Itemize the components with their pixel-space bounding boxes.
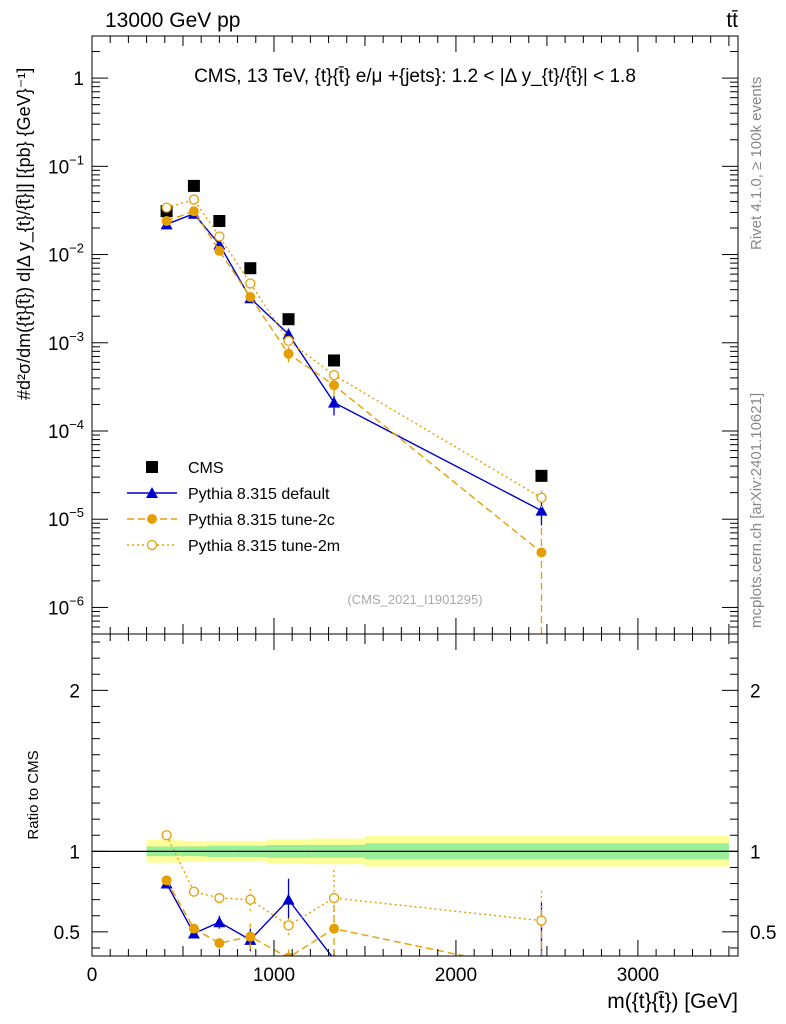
rivet-version-label: Rivet 4.1.0, ≥ 100k events — [748, 77, 765, 250]
ratio-series — [160, 830, 547, 977]
legend-marker — [146, 461, 158, 473]
ratio-y-tick-label: 2 — [69, 681, 80, 702]
ratio-panel: 0.5 0.5 1 1 2 2 0 1000 2000 3000 Ratio to CMS m({… — [25, 633, 776, 1013]
data-point — [245, 292, 256, 303]
legend-label: Pythia 8.315 default — [188, 486, 330, 503]
x-tick-label: 2000 — [435, 965, 477, 986]
ratio-point — [283, 920, 294, 931]
ratio-axis-ticks: 0.5 0.5 1 1 2 2 0 1000 2000 3000 — [54, 634, 776, 986]
ratio-point — [188, 923, 199, 934]
data-point — [187, 179, 200, 192]
ratio-frame — [91, 633, 739, 957]
data-point — [188, 194, 200, 205]
ratio-y-axis-label: Ratio to CMS — [25, 750, 42, 839]
data-point — [161, 202, 172, 213]
legend-marker — [147, 514, 157, 524]
ratio-series-pythia-8-315-tune-2c — [161, 875, 546, 977]
ratio-y-tick-label-right: 1 — [750, 842, 761, 863]
data-point — [328, 396, 341, 408]
y-tick-label: 10−3 — [48, 329, 84, 355]
legend-entry: Pythia 8.315 tune-2m — [127, 538, 340, 555]
series-pythia-8-315-tune-2c — [161, 206, 547, 634]
legend-entry: Pythia 8.315 tune-2c — [127, 512, 335, 529]
ratio-series-pythia-8-315-tune-2m — [161, 830, 547, 953]
ratio-point — [328, 892, 340, 904]
main-panel: 1 10−1 10−2 10−3 10−4 10−5 10−6 CMS, 13 TeV, {… — [14, 35, 739, 635]
data-point — [161, 215, 172, 226]
data-point — [329, 380, 340, 391]
analysis-watermark: (CMS_2021_I1901295) — [347, 592, 482, 607]
data-point — [283, 335, 294, 347]
legend-marker — [146, 539, 158, 551]
data-point — [283, 348, 294, 359]
x-axis-label: m({t}{t̄}) [GeV] — [607, 990, 738, 1013]
legend-entry: CMS — [146, 460, 224, 477]
data-point — [245, 278, 256, 289]
ratio-y-tick-label-right: 2 — [750, 681, 761, 702]
main-y-axis-label: #d²σ/dm({t}{t̄}) d|Δ y_{t}/{t̄}|] [{pb} … — [14, 68, 35, 400]
ratio-point — [536, 967, 546, 977]
ratio-y-tick-label: 1 — [69, 842, 80, 863]
data-point — [214, 231, 225, 242]
ratio-point — [283, 952, 294, 956]
y-tick-label: 1 — [73, 69, 84, 90]
legend-entry: Pythia 8.315 default — [127, 486, 330, 503]
data-point — [328, 369, 340, 381]
ratio-point — [214, 938, 225, 949]
legend-marker — [146, 487, 158, 498]
x-tick-label: 3000 — [617, 965, 659, 986]
data-point — [282, 313, 295, 326]
main-axis-ticks: 1 10−1 10−2 10−3 10−4 10−5 10−6 — [48, 35, 738, 635]
main-title: CMS, 13 TeV, {t}{t̄} e/μ +{jets}: 1.2 < … — [194, 66, 636, 87]
ratio-point — [282, 893, 295, 905]
ratio-point — [245, 931, 256, 942]
ratio-point — [536, 915, 547, 926]
main-series — [160, 179, 548, 634]
ratio-uncertainty-band — [92, 836, 738, 867]
data-point — [536, 492, 547, 503]
series-pythia-8-315-tune-2m — [161, 194, 547, 508]
y-tick-label: 10−4 — [48, 417, 84, 443]
ratio-point — [213, 916, 226, 928]
data-point — [244, 262, 257, 275]
ratio-point — [245, 894, 256, 905]
header-process-label: 13000 GeV pp — [105, 9, 240, 32]
data-point — [188, 206, 199, 217]
ratio-point — [214, 892, 225, 904]
x-tick-label: 1000 — [253, 965, 295, 986]
legend-label: Pythia 8.315 tune-2m — [188, 538, 340, 555]
data-point — [213, 214, 226, 227]
ratio-point — [161, 830, 172, 841]
data-point — [535, 469, 548, 482]
legend-label: CMS — [188, 460, 224, 477]
data-point — [535, 504, 548, 516]
data-point — [282, 328, 295, 340]
mcplots-label: mcplots.cern.ch [arXiv:2401.10621] — [748, 393, 765, 628]
x-tick-label: 0 — [87, 965, 98, 986]
ratio-point — [161, 875, 172, 886]
data-point — [328, 354, 341, 367]
header-final-state-label: tt̄ — [726, 9, 738, 32]
ratio-point — [329, 923, 340, 934]
data-point — [214, 245, 225, 256]
y-tick-label: 10−2 — [48, 241, 84, 267]
y-tick-label: 10−1 — [48, 152, 84, 178]
ratio-y-tick-label-right: 0.5 — [750, 923, 776, 944]
legend-label: Pythia 8.315 tune-2c — [188, 512, 335, 529]
y-tick-label: 10−5 — [48, 505, 84, 531]
data-point — [536, 547, 547, 558]
series-line — [166, 198, 542, 499]
ratio-point — [188, 886, 200, 897]
legend: CMS Pythia 8.315 default Pythia 8.315 tune… — [127, 460, 340, 555]
y-tick-label: 10−6 — [48, 593, 84, 619]
ratio-y-tick-label: 0.5 — [54, 923, 80, 944]
series-cms — [160, 179, 548, 482]
